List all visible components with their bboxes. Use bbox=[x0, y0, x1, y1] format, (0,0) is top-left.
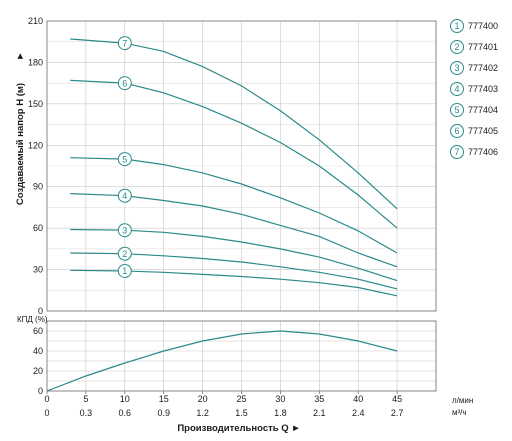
x-tick-secondary: 0.6 bbox=[119, 408, 132, 418]
x-tick-secondary: 1.2 bbox=[196, 408, 209, 418]
x-tick-secondary: 0 bbox=[44, 408, 49, 418]
curve-marker-1 bbox=[117, 263, 132, 278]
legend-marker-label: 1 bbox=[454, 21, 459, 31]
head-curve-5 bbox=[70, 157, 398, 254]
curve-marker-label: 4 bbox=[122, 191, 127, 201]
efficiency-curve bbox=[46, 330, 398, 392]
legend-marker-label: 2 bbox=[454, 42, 459, 52]
eff-y-tick: 0 bbox=[38, 386, 43, 396]
curve-marker-5 bbox=[117, 152, 132, 167]
x-axis: 0 5 10 15 20 25 30 35 40 45 0 0.3 0.6 0.9 1.2 1.5 1.8 2.1… bbox=[44, 391, 403, 418]
x-tick-primary: 40 bbox=[353, 394, 363, 404]
head-y-tick: 30 bbox=[33, 265, 43, 275]
legend-marker-6 bbox=[450, 124, 464, 138]
y-axis-title: Создаваемый напор H (м) bbox=[15, 83, 26, 205]
legend-marker-label: 3 bbox=[454, 63, 459, 73]
x-tick-primary: 5 bbox=[83, 394, 88, 404]
legend-marker-1 bbox=[450, 19, 464, 33]
legend-item-code: 777403 bbox=[468, 84, 498, 94]
x-tick-secondary: 1.5 bbox=[235, 408, 248, 418]
x-axis-title: Производительность Q ► bbox=[177, 423, 300, 434]
legend-marker-label: 6 bbox=[454, 126, 459, 136]
x-tick-secondary: 2.1 bbox=[313, 408, 326, 418]
head-y-tick: 180 bbox=[28, 57, 43, 67]
legend-marker-3 bbox=[450, 61, 464, 75]
head-y-tick: 60 bbox=[33, 223, 43, 233]
legend-item-code: 777405 bbox=[468, 126, 498, 136]
efficiency-axis-title: КПД (%) bbox=[17, 315, 48, 324]
x-unit-primary: л/мин bbox=[452, 396, 473, 405]
head-panel-frame bbox=[46, 20, 437, 312]
legend-item-code: 777406 bbox=[468, 147, 498, 157]
curve-marker-label: 2 bbox=[122, 249, 127, 259]
legend-marker-5 bbox=[450, 103, 464, 117]
curve-marker-label: 7 bbox=[122, 38, 127, 48]
legend-item-code: 777400 bbox=[468, 21, 498, 31]
legend-marker-4 bbox=[450, 82, 464, 96]
legend-item-code: 777404 bbox=[468, 105, 498, 115]
curve-marker-label: 5 bbox=[122, 154, 127, 164]
head-y-tick: 0 bbox=[38, 306, 43, 316]
head-chart-panel: 0 30 60 90 120 150 180 210 1 2 3 4 5 6 7 bbox=[28, 16, 437, 316]
legend-item-code: 777402 bbox=[468, 63, 498, 73]
x-tick-secondary: 2.4 bbox=[352, 408, 365, 418]
curve-marker-6 bbox=[117, 76, 132, 91]
legend-marker-7 bbox=[450, 145, 464, 159]
curve-marker-3 bbox=[117, 223, 132, 238]
head-y-tick: 150 bbox=[28, 99, 43, 109]
x-tick-primary: 30 bbox=[275, 394, 285, 404]
x-tick-secondary: 2.7 bbox=[391, 408, 404, 418]
curve-marker-label: 6 bbox=[122, 78, 127, 88]
curve-marker-4 bbox=[117, 188, 132, 203]
curve-marker-label: 3 bbox=[122, 225, 127, 235]
head-y-tick: 210 bbox=[28, 16, 43, 26]
x-tick-secondary: 1.8 bbox=[274, 408, 287, 418]
curve-marker-7 bbox=[117, 36, 132, 51]
x-tick-primary: 25 bbox=[236, 394, 246, 404]
legend-marker-label: 5 bbox=[454, 105, 459, 115]
x-tick-primary: 10 bbox=[120, 394, 130, 404]
x-tick-primary: 15 bbox=[159, 394, 169, 404]
y-axis-arrow: ► bbox=[15, 51, 26, 60]
legend-item-code: 777401 bbox=[468, 42, 498, 52]
x-tick-primary: 45 bbox=[392, 394, 402, 404]
head-y-tick: 120 bbox=[28, 140, 43, 150]
legend-marker-label: 7 bbox=[454, 147, 459, 157]
legend-marker-2 bbox=[450, 40, 464, 54]
head-curve-6 bbox=[70, 79, 398, 229]
eff-y-tick: 60 bbox=[33, 326, 43, 336]
eff-y-tick: 20 bbox=[33, 366, 43, 376]
eff-y-tick: 40 bbox=[33, 346, 43, 356]
legend: 1 777400 2 777401 3 777402 4 777403 5 777404 6 7774… bbox=[450, 19, 498, 159]
head-curve-3 bbox=[70, 228, 398, 282]
head-curve-7 bbox=[70, 38, 398, 210]
x-tick-primary: 0 bbox=[44, 394, 49, 404]
head-curve-2 bbox=[70, 252, 398, 290]
legend-marker-label: 4 bbox=[454, 84, 459, 94]
curve-marker-2 bbox=[117, 246, 132, 261]
head-y-tick: 90 bbox=[33, 182, 43, 192]
curve-marker-label: 1 bbox=[122, 266, 127, 276]
efficiency-chart-panel: 0 20 40 60 bbox=[33, 320, 437, 396]
x-unit-secondary: м³/ч bbox=[452, 408, 467, 417]
head-curve-4 bbox=[70, 193, 398, 268]
x-tick-secondary: 0.9 bbox=[157, 408, 170, 418]
head-curve-1 bbox=[70, 269, 398, 297]
x-tick-secondary: 0.3 bbox=[80, 408, 93, 418]
x-tick-primary: 20 bbox=[198, 394, 208, 404]
x-tick-primary: 35 bbox=[314, 394, 324, 404]
